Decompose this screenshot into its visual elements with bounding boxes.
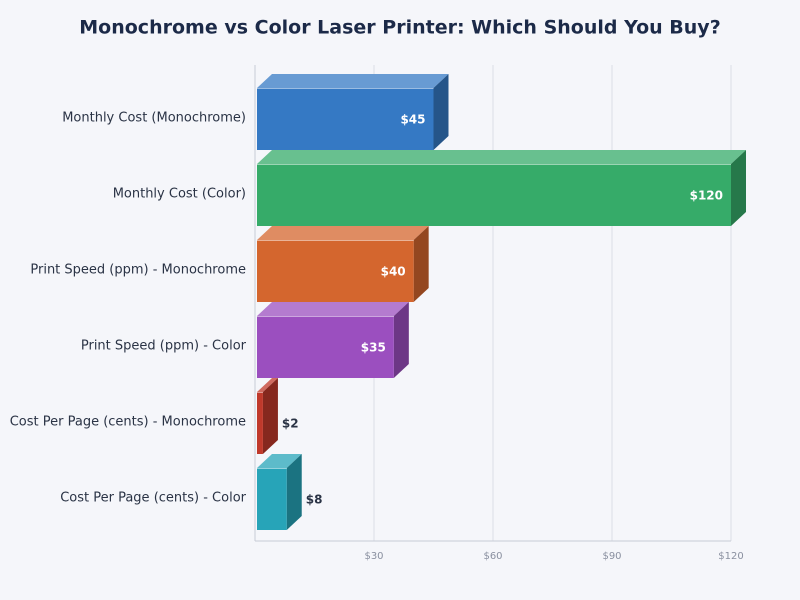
bar-side bbox=[433, 74, 449, 150]
bar bbox=[257, 378, 278, 454]
bar-side bbox=[413, 226, 429, 302]
bar-top bbox=[257, 378, 278, 392]
value-label: $2 bbox=[282, 417, 299, 431]
value-label: $35 bbox=[361, 341, 386, 355]
value-label: $8 bbox=[306, 493, 323, 507]
x-tick-label: $90 bbox=[602, 551, 621, 562]
chart-title: Monochrome vs Color Laser Printer: Which… bbox=[79, 17, 720, 39]
bar-side bbox=[393, 302, 409, 378]
bar bbox=[257, 454, 302, 530]
bar-top bbox=[257, 302, 409, 316]
value-label: $40 bbox=[381, 265, 406, 279]
y-tick-label: Cost Per Page (cents) - Color bbox=[60, 491, 246, 506]
bar-top bbox=[257, 226, 429, 240]
bar-top bbox=[257, 454, 302, 468]
y-tick-label: Monthly Cost (Color) bbox=[113, 187, 246, 202]
value-label: $45 bbox=[400, 113, 425, 127]
bar bbox=[257, 302, 409, 378]
bar bbox=[257, 150, 746, 226]
x-tick-label: $120 bbox=[718, 551, 743, 562]
y-tick-label: Monthly Cost (Monochrome) bbox=[62, 111, 246, 126]
bar-front bbox=[257, 468, 287, 530]
bar-top bbox=[257, 150, 746, 164]
bar bbox=[257, 74, 449, 150]
bar-front bbox=[257, 392, 263, 454]
y-tick-label: Print Speed (ppm) - Color bbox=[81, 339, 247, 354]
bar-front bbox=[257, 316, 394, 378]
y-tick-label: Cost Per Page (cents) - Monochrome bbox=[10, 415, 246, 430]
bar-front bbox=[257, 164, 731, 226]
y-tick-label: Print Speed (ppm) - Monochrome bbox=[30, 263, 246, 278]
bar-front bbox=[257, 240, 414, 302]
bar bbox=[257, 226, 429, 302]
x-tick-label: $60 bbox=[483, 551, 502, 562]
bar-top bbox=[257, 74, 449, 88]
x-tick-label: $30 bbox=[364, 551, 383, 562]
bar-front bbox=[257, 88, 434, 150]
bar-side bbox=[731, 150, 746, 226]
bar-side bbox=[286, 454, 302, 530]
bar-side bbox=[262, 378, 278, 454]
value-label: $120 bbox=[690, 189, 723, 203]
